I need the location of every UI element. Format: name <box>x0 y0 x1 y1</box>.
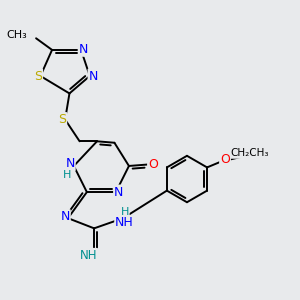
Text: H: H <box>120 207 129 218</box>
Text: S: S <box>34 70 42 83</box>
Text: S: S <box>58 113 66 126</box>
Text: CH₂CH₃: CH₂CH₃ <box>231 148 269 158</box>
Text: NH: NH <box>80 249 97 262</box>
Text: O: O <box>148 158 158 171</box>
Text: H: H <box>63 170 72 180</box>
Text: N: N <box>79 43 88 56</box>
Text: N: N <box>65 157 75 170</box>
Text: N: N <box>88 70 98 83</box>
Text: N: N <box>60 210 70 223</box>
Text: CH₃: CH₃ <box>6 30 27 40</box>
Text: O: O <box>220 153 230 166</box>
Text: NH: NH <box>115 216 134 229</box>
Text: N: N <box>114 186 124 199</box>
